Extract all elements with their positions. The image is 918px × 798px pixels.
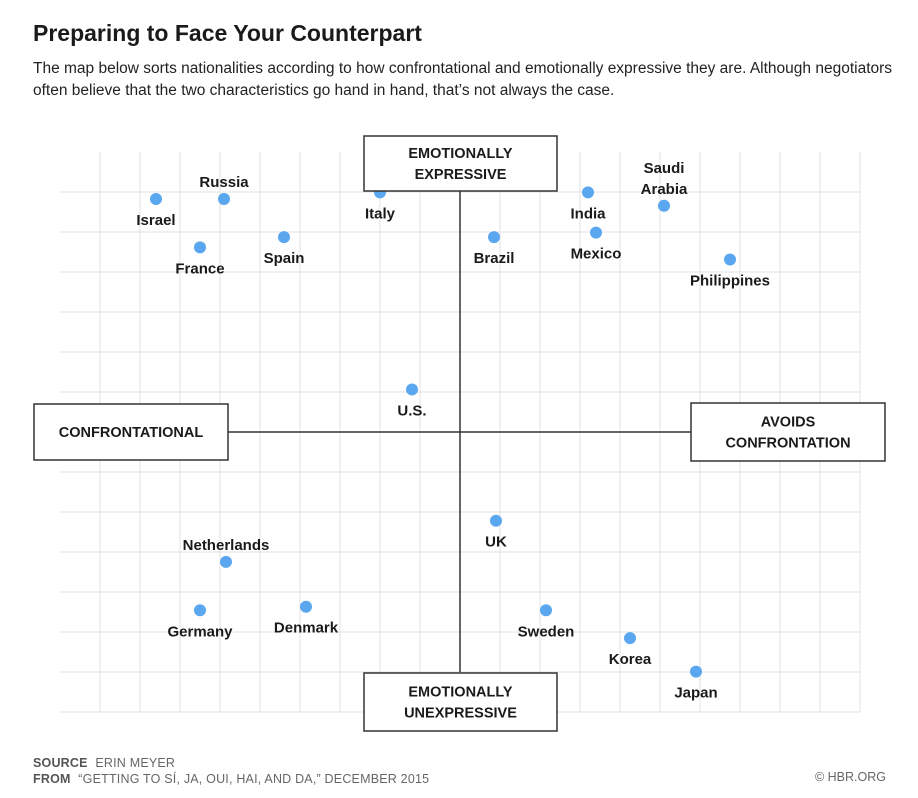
chart-subtitle: The map below sorts nationalities accord… bbox=[33, 60, 893, 99]
data-point bbox=[658, 199, 670, 212]
data-point bbox=[624, 632, 636, 645]
data-point bbox=[220, 555, 232, 568]
point-label: Russia bbox=[199, 174, 249, 191]
top-axis-label: EMOTIONALLY EXPRESSIVE bbox=[363, 135, 558, 192]
data-point bbox=[300, 600, 312, 613]
bottom-axis-label: EMOTIONALLY UNEXPRESSIVE bbox=[363, 672, 558, 732]
data-point bbox=[406, 383, 418, 396]
point-label: Mexico bbox=[571, 246, 622, 263]
point-label: Spain bbox=[264, 250, 305, 267]
from-label: FROM bbox=[33, 772, 71, 786]
point-label: France bbox=[175, 260, 224, 277]
data-point bbox=[194, 604, 206, 617]
data-point bbox=[582, 186, 594, 199]
data-point bbox=[540, 604, 552, 617]
data-point bbox=[690, 665, 702, 678]
point-label: Italy bbox=[365, 205, 396, 222]
point-label: India bbox=[570, 205, 606, 222]
chart-title: Preparing to Face Your Counterpart bbox=[33, 20, 422, 46]
axis-labels: EMOTIONALLY EXPRESSIVE EMOTIONALLY UNEXPRES… bbox=[33, 135, 886, 732]
point-label: Korea bbox=[609, 651, 652, 668]
point-label: U.S. bbox=[397, 402, 426, 419]
source-line: SOURCE ERIN MEYER bbox=[33, 756, 175, 770]
credit: © HBR.ORG bbox=[814, 770, 886, 784]
data-point bbox=[490, 514, 502, 527]
point-label: UK bbox=[485, 534, 507, 551]
data-point bbox=[150, 193, 162, 206]
point-label: Israel bbox=[136, 212, 175, 229]
source-label: SOURCE bbox=[33, 756, 88, 770]
point-label: Germany bbox=[167, 623, 233, 640]
from-line: FROM “GETTING TO SÍ, JA, OUI, HAI, AND D… bbox=[33, 772, 429, 786]
data-points bbox=[150, 186, 736, 678]
left-axis-label: CONFRONTATIONAL bbox=[33, 403, 229, 461]
data-point bbox=[724, 253, 736, 266]
point-label: Brazil bbox=[474, 250, 515, 267]
point-label: Sweden bbox=[518, 623, 575, 640]
from-text: “GETTING TO SÍ, JA, OUI, HAI, AND DA,” D… bbox=[78, 772, 430, 786]
source-text: ERIN MEYER bbox=[95, 756, 176, 770]
point-label: Netherlands bbox=[183, 537, 270, 554]
data-labels: Israel Russia France Spain Italy Brazil India M… bbox=[136, 160, 770, 702]
data-point bbox=[488, 231, 500, 244]
point-label: Philippines bbox=[690, 273, 770, 290]
point-label: Japan bbox=[674, 685, 717, 702]
data-point bbox=[590, 226, 602, 239]
data-point bbox=[218, 193, 230, 206]
point-label: Saudi Arabia bbox=[641, 160, 688, 198]
svg-text:CONFRONTATIONAL: CONFRONTATIONAL bbox=[59, 425, 204, 441]
data-point bbox=[194, 241, 206, 254]
data-point bbox=[278, 231, 290, 244]
point-label: Denmark bbox=[274, 620, 339, 637]
right-axis-label: AVOIDS CONFRONTATION bbox=[690, 402, 886, 462]
center-axes bbox=[228, 190, 692, 672]
